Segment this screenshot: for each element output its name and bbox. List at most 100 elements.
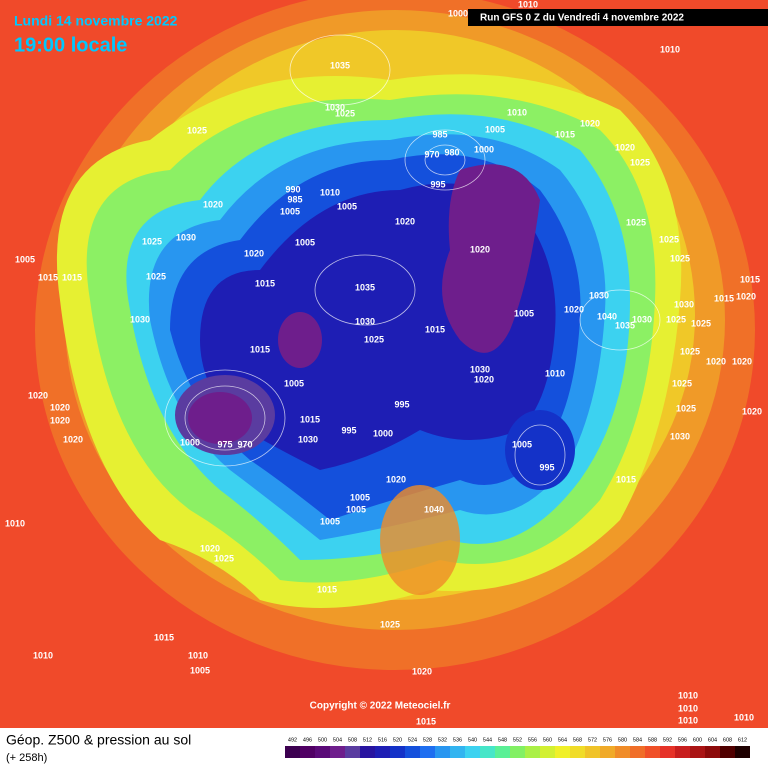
colorbar-swatch <box>645 746 660 758</box>
isobar-label: 980 <box>444 147 459 157</box>
isobar-label: 1015 <box>62 272 82 282</box>
isobar-label: 1025 <box>335 108 355 118</box>
isobar-label: 1000 <box>448 8 468 18</box>
isobar-label: 1025 <box>680 346 700 356</box>
isobar-label: 1020 <box>244 248 264 258</box>
isobar-label: 1015 <box>555 129 575 139</box>
isobar-label: 1015 <box>255 278 275 288</box>
colorbar-swatch <box>585 746 600 758</box>
colorbar-tick-label: 584 <box>633 737 642 743</box>
run-banner <box>468 9 768 26</box>
isobar-label: 1030 <box>325 102 345 112</box>
isobar-label: 975 <box>217 439 232 449</box>
isobar-label: 1005 <box>295 237 315 247</box>
isobar-label: 1025 <box>666 314 686 324</box>
isobar-label: 1005 <box>320 516 340 526</box>
isobar-label: 1035 <box>615 320 635 330</box>
isobar-label: 1025 <box>214 553 234 563</box>
isobar-label: 1015 <box>616 474 636 484</box>
colorbar-tick-label: 524 <box>408 737 417 743</box>
colorbar-swatch <box>540 746 555 758</box>
isobar-label: 1035 <box>355 282 375 292</box>
colorbar-tick-label: 568 <box>573 737 582 743</box>
isobar-label: 1020 <box>395 216 415 226</box>
copyright: Copyright © 2022 Meteociel.fr <box>310 701 451 712</box>
isobar-label: 1020 <box>706 356 726 366</box>
colorbar-swatch <box>630 746 645 758</box>
isobar-label: 1025 <box>672 378 692 388</box>
colorbar-tick-label: 496 <box>303 737 312 743</box>
isobar-label: 1005 <box>512 439 532 449</box>
colorbar-swatch <box>555 746 570 758</box>
isobar-label: 1015 <box>740 274 760 284</box>
isobar-label: 1015 <box>300 414 320 424</box>
isobar-label: 1020 <box>564 304 584 314</box>
isobar-label: 1005 <box>346 504 366 514</box>
colorbar-swatch <box>450 746 465 758</box>
isobar-label: 1020 <box>742 406 762 416</box>
colorbar-swatch <box>705 746 720 758</box>
isobar-label: 1030 <box>632 314 652 324</box>
isobar-label: 1020 <box>63 434 83 444</box>
colorbar-swatch <box>375 746 390 758</box>
isobar-label: 1020 <box>736 291 756 301</box>
colorbar-swatch <box>720 746 735 758</box>
isobar-label: 1030 <box>670 431 690 441</box>
isobar-label: 1015 <box>154 632 174 642</box>
map-field <box>0 0 768 728</box>
colorbar-swatch <box>495 746 510 758</box>
isobar-label: 1010 <box>320 187 340 197</box>
colorbar-tick-label: 580 <box>618 737 627 743</box>
colorbar-swatch <box>420 746 435 758</box>
colorbar-swatch <box>660 746 675 758</box>
colorbar-tick-label: 512 <box>363 737 372 743</box>
colorbar-tick-label: 544 <box>483 737 492 743</box>
isobar-label: 1000 <box>474 144 494 154</box>
colorbar-tick-label: 592 <box>663 737 672 743</box>
isobar-label: 1010 <box>545 368 565 378</box>
isobar-label: 1005 <box>280 206 300 216</box>
isobar-label: 1020 <box>50 415 70 425</box>
isobar-label: 1005 <box>350 492 370 502</box>
isobar-label: 1030 <box>674 299 694 309</box>
isobar-label: 1025 <box>146 271 166 281</box>
isobar-label: 1020 <box>203 199 223 209</box>
colorbar-tick-label: 552 <box>513 737 522 743</box>
isobar-label: 1040 <box>424 504 444 514</box>
colorbar-swatch <box>465 746 480 758</box>
isobar-label: 1015 <box>250 344 270 354</box>
isobar-label: 1010 <box>678 703 698 713</box>
colorbar-tick-label: 600 <box>693 737 702 743</box>
colorbar-tick-label: 532 <box>438 737 447 743</box>
isobar-label: 1020 <box>28 390 48 400</box>
isobar-label: 995 <box>430 179 445 189</box>
isobar-label: 985 <box>287 194 302 204</box>
run-label: Run GFS 0 Z du Vendredi 4 novembre 2022 <box>480 13 684 24</box>
colorbar-swatch <box>510 746 525 758</box>
colorbar-tick-label: 520 <box>393 737 402 743</box>
colorbar-tick-label: 504 <box>333 737 342 743</box>
colorbar-swatch <box>675 746 690 758</box>
isobar-label: 1040 <box>597 311 617 321</box>
isobar-label: 1020 <box>386 474 406 484</box>
colorbar: 492 496 500 504 508 512 516 520 524 528 532 536 540 5… <box>285 737 750 758</box>
colorbar-tick-label: 516 <box>378 737 387 743</box>
isobar-label: 1010 <box>678 715 698 725</box>
colorbar-tick-label: 608 <box>723 737 732 743</box>
isobar-label: 1010 <box>660 44 680 54</box>
footer-lead: (+ 258h) <box>6 752 47 764</box>
isobar-label: 1020 <box>412 666 432 676</box>
isobar-label: 985 <box>432 129 447 139</box>
date-label: Lundi 14 novembre 2022 <box>14 13 178 29</box>
isobar-label: 1020 <box>470 244 490 254</box>
isobar-label: 1020 <box>50 402 70 412</box>
isobar-label: 1010 <box>33 650 53 660</box>
isobar-label: 1020 <box>200 543 220 553</box>
colorbar-swatch <box>330 746 345 758</box>
isobar-label: 1020 <box>732 356 752 366</box>
isobar-label: 1020 <box>474 374 494 384</box>
isobar-label: 1030 <box>298 434 318 444</box>
isobar-label: 995 <box>341 425 356 435</box>
isobar-label: 1030 <box>589 290 609 300</box>
